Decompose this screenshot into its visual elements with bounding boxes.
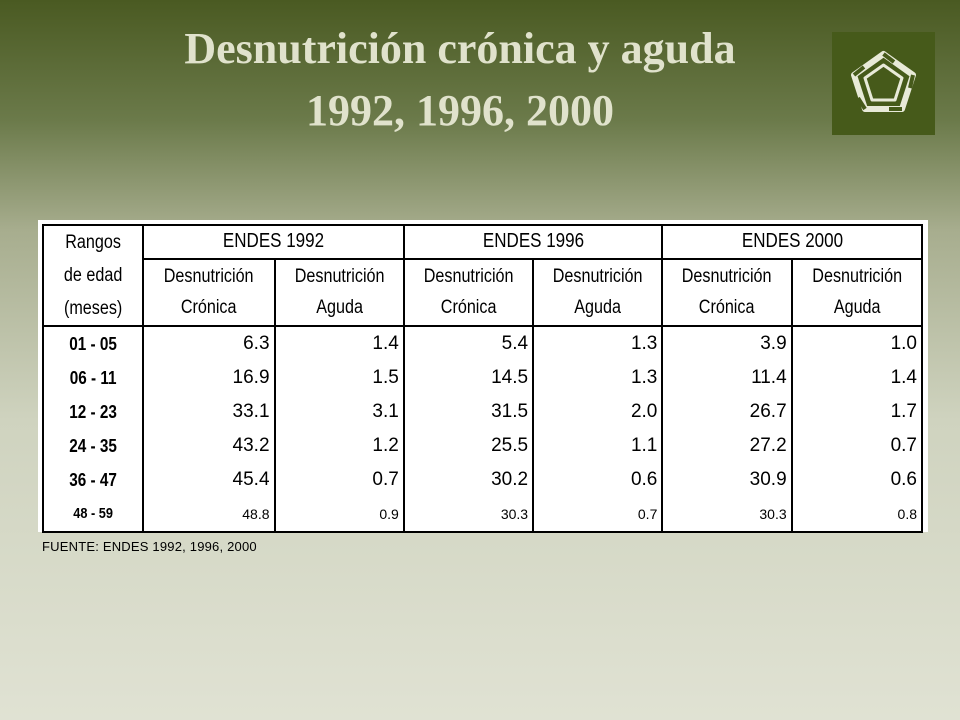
- chronic-1996-column: 5.4 14.5 31.5 25.5 30.2 30.3: [402, 325, 535, 533]
- chronic-2000-column: 3.9 11.4 26.7 27.2 30.9 30.3: [661, 325, 793, 533]
- subheader-chronic: Desnutrición Crónica: [402, 257, 535, 328]
- age-range-column: 01 - 05 06 - 11 12 - 23 24 - 35 36 - 47 …: [41, 325, 145, 533]
- slide-title: Desnutrición crónica y aguda 1992, 1996,…: [0, 18, 920, 142]
- subheader-chronic: Desnutrición Crónica: [142, 257, 276, 328]
- malnutrition-table: Rangos de edad (meses) ENDES 1992 ENDES …: [41, 224, 924, 533]
- group-header-1992: ENDES 1992: [142, 224, 405, 260]
- subheader-acute: Desnutrición Aguda: [532, 257, 664, 328]
- logo: [832, 32, 935, 135]
- acute-2000-column: 1.0 1.4 1.7 0.7 0.6 0.8: [790, 325, 924, 533]
- source-note: FUENTE: ENDES 1992, 1996, 2000: [42, 539, 257, 554]
- subheader-acute: Desnutrición Aguda: [273, 257, 405, 328]
- title-line-1: Desnutrición crónica y aguda: [184, 24, 736, 73]
- pentagon-logo-icon: [851, 51, 916, 112]
- age-range-header: Rangos de edad (meses): [41, 224, 145, 327]
- group-header-2000: ENDES 2000: [661, 224, 923, 260]
- subheader-chronic: Desnutrición Crónica: [661, 257, 793, 328]
- data-table-panel: Rangos de edad (meses) ENDES 1992 ENDES …: [38, 220, 928, 533]
- title-line-2: 1992, 1996, 2000: [306, 86, 614, 135]
- acute-1996-column: 1.3 1.3 2.0 1.1 0.6 0.7: [532, 325, 664, 533]
- subheader-acute: Desnutrición Aguda: [790, 257, 924, 328]
- chronic-1992-column: 6.3 16.9 33.1 43.2 45.4 48.8: [142, 325, 276, 533]
- acute-1992-column: 1.4 1.5 3.1 1.2 0.7 0.9: [273, 325, 405, 533]
- group-header-1996: ENDES 1996: [402, 224, 664, 260]
